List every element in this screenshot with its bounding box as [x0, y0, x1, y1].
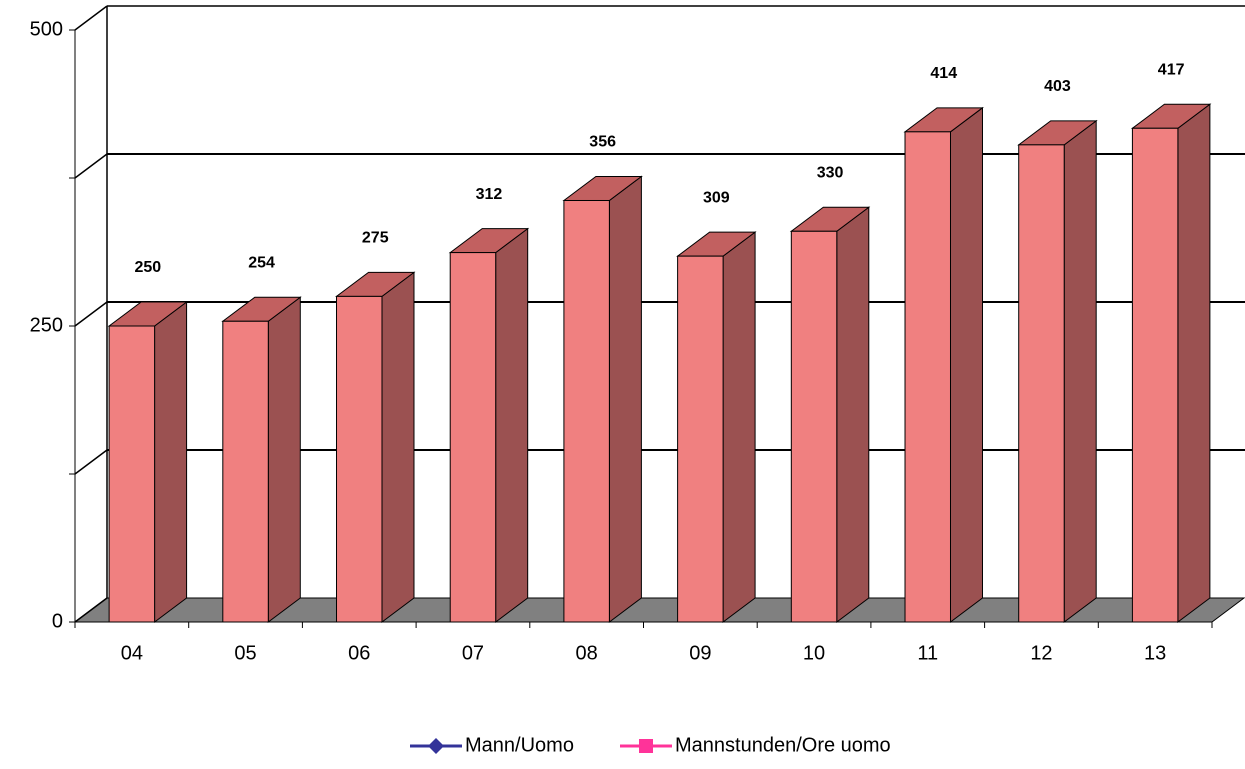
side-grid-line [74, 5, 108, 31]
y-tick-label: 250 [30, 314, 63, 336]
y-tick-label: 0 [52, 610, 63, 632]
bar-side [608, 175, 642, 623]
data-label: 356 [589, 134, 616, 151]
bar [1018, 144, 1065, 623]
legend-marker [639, 739, 653, 753]
bar-side [267, 296, 301, 623]
x-tick-label: 07 [462, 642, 484, 664]
data-label: 417 [1158, 61, 1185, 78]
bar-side [381, 271, 415, 623]
bar [449, 252, 497, 623]
x-tick-label: 13 [1144, 642, 1166, 664]
bar [108, 325, 156, 623]
legend-label: Mannstunden/Ore uomo [675, 734, 891, 756]
x-tick-label: 04 [121, 642, 143, 664]
bar-side [949, 106, 983, 623]
legend-label: Mann/Uomo [465, 734, 574, 756]
bar-side [722, 231, 756, 623]
side-grid-line [74, 449, 108, 475]
data-label: 330 [817, 164, 844, 181]
bar-side [836, 206, 870, 623]
bar [563, 199, 610, 623]
x-tick-label: 06 [348, 642, 370, 664]
data-label: 414 [930, 65, 957, 82]
data-label: 250 [134, 259, 161, 276]
x-tick-label: 05 [234, 642, 256, 664]
bar-side [1063, 119, 1097, 623]
data-label: 312 [476, 186, 503, 203]
bar-side [495, 227, 529, 623]
x-tick-label: 09 [689, 642, 711, 664]
x-tick-label: 12 [1030, 642, 1052, 664]
data-label: 309 [703, 189, 730, 206]
bar-side [154, 301, 188, 623]
bar [677, 255, 724, 623]
bar [904, 131, 951, 623]
data-label: 275 [362, 230, 389, 247]
legend-marker [428, 738, 444, 754]
x-tick-label: 10 [803, 642, 825, 664]
side-grid-line [74, 597, 108, 623]
y-tick-label: 500 [30, 18, 63, 40]
x-tick-label: 11 [917, 642, 938, 664]
bar [1131, 127, 1179, 623]
bar [222, 320, 269, 623]
x-tick-label: 08 [576, 642, 598, 664]
bar-side [1177, 103, 1211, 623]
side-grid-line [74, 153, 108, 179]
data-label: 403 [1044, 78, 1071, 95]
bar [790, 230, 838, 623]
data-label: 254 [248, 254, 275, 271]
bar [336, 295, 383, 623]
side-grid-line [74, 301, 108, 327]
